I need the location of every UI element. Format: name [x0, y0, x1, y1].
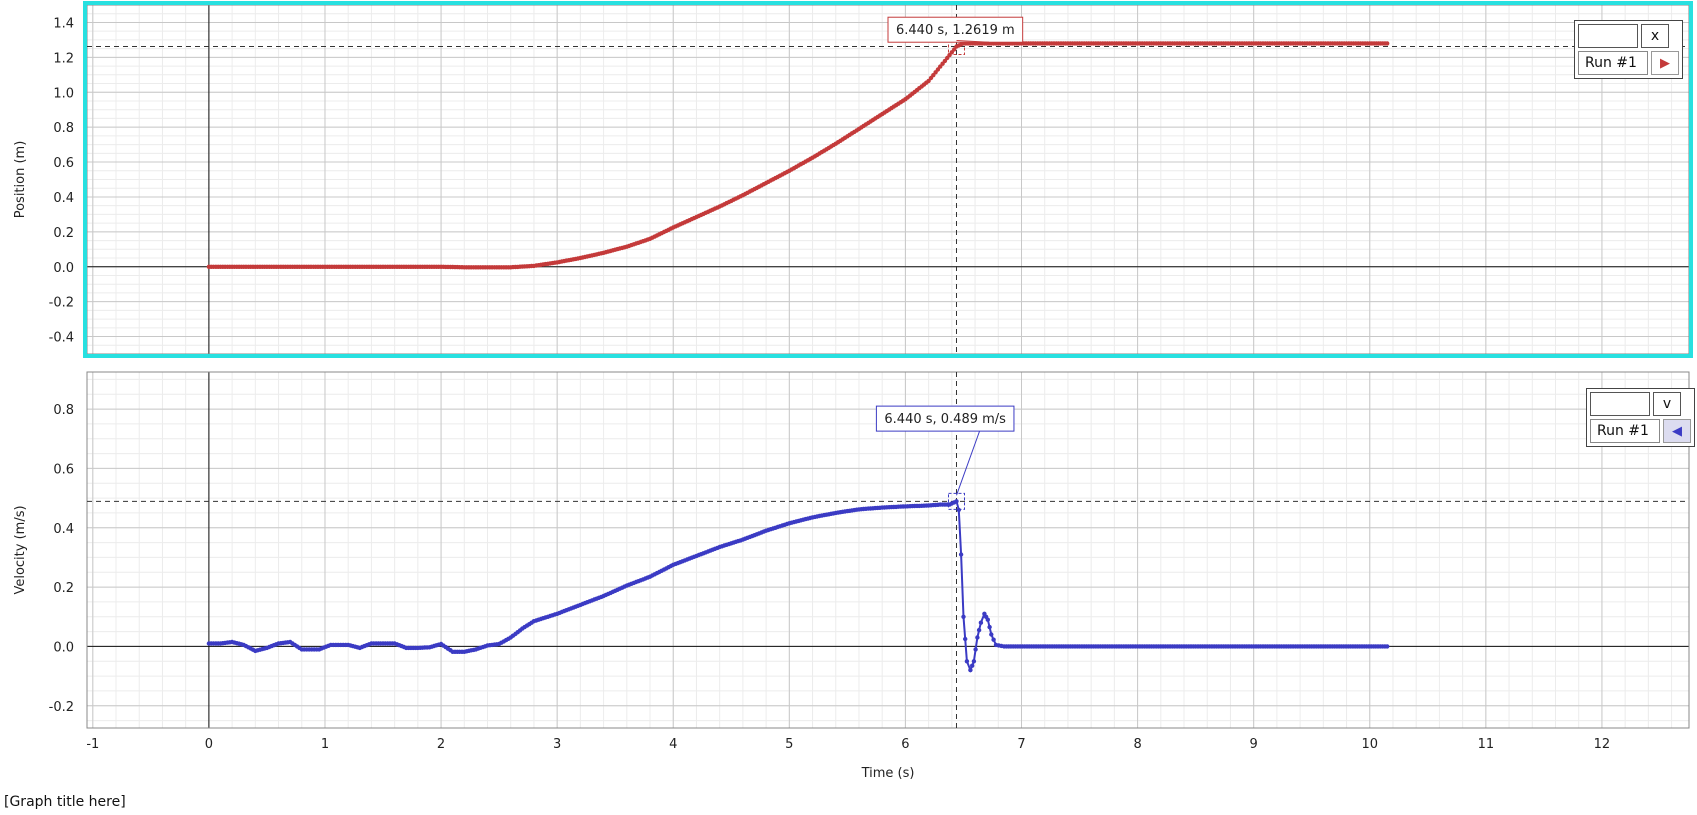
- y-tick-label: 0.6: [53, 462, 74, 477]
- data-point: [961, 614, 966, 619]
- y-tick-label: 0.8: [53, 403, 74, 418]
- data-point: [926, 78, 931, 84]
- data-point: [985, 617, 990, 622]
- y-tick-label: 0.6: [53, 156, 74, 171]
- annotation-box: [887, 16, 1024, 43]
- y-tick-label: 1.2: [53, 51, 74, 66]
- data-point: [978, 620, 984, 625]
- velocity-legend: v Run #1 ◀: [1586, 388, 1695, 447]
- x-axis-label: Time (s): [861, 766, 915, 781]
- y-tick-label: 0.4: [53, 522, 74, 537]
- x-tick-label: 6: [901, 737, 909, 752]
- y-axis-label: Position (m): [13, 141, 28, 219]
- data-point: [968, 667, 973, 673]
- data-point: [991, 637, 996, 642]
- data-point: [964, 659, 970, 664]
- legend-velocity-symbol[interactable]: v: [1653, 392, 1681, 416]
- x-tick-label: 10: [1361, 737, 1378, 752]
- x-tick-label: 5: [785, 737, 793, 752]
- annotation-leader: [956, 40, 990, 43]
- data-point: [938, 64, 943, 69]
- y-tick-label: -0.2: [49, 700, 74, 715]
- selection-highlight: [83, 1, 1693, 358]
- legend-position-symbol[interactable]: x: [1641, 24, 1669, 48]
- y-tick-label: 0.2: [53, 581, 74, 596]
- panel-1: -1 0 1 2 3 4 5 6 7 8 9 10 11 12-0.20.00.20.40.60.8Vel…: [13, 371, 1690, 781]
- legend-position-run[interactable]: Run #1: [1578, 51, 1648, 75]
- annotation-label: 6.440 s, 1.2619 m: [896, 23, 1015, 38]
- data-point: [975, 635, 980, 640]
- y-axis-label: Velocity (m/s): [13, 505, 28, 594]
- data-point: [989, 632, 994, 637]
- data-point: [949, 50, 954, 55]
- x-tick-label: 9: [1250, 737, 1258, 752]
- x-tick-label: 12: [1594, 737, 1611, 752]
- y-tick-label: -0.2: [49, 296, 74, 311]
- y-tick-label: 0.0: [53, 261, 74, 276]
- y-tick-label: 0.0: [53, 640, 74, 655]
- x-tick-label: 1: [321, 737, 329, 752]
- legend-velocity-run[interactable]: Run #1: [1590, 419, 1660, 443]
- data-point: [963, 636, 968, 642]
- x-tick-label: 11: [1478, 737, 1495, 752]
- x-tick-label: 3: [553, 737, 561, 752]
- data-point: [970, 663, 975, 668]
- data-point: [971, 659, 977, 664]
- x-tick-label: 8: [1133, 737, 1141, 752]
- legend-velocity-field[interactable]: [1590, 392, 1650, 416]
- reverse-play-icon[interactable]: ◀: [1663, 419, 1691, 443]
- data-point: [958, 552, 964, 557]
- annotation-marker: [947, 492, 965, 510]
- data-point: [1385, 41, 1390, 46]
- x-tick-label: 7: [1017, 737, 1025, 752]
- x-tick-label: 4: [669, 737, 677, 752]
- data-point: [976, 627, 982, 633]
- annotation-leader: [956, 430, 981, 496]
- x-tick-label: 2: [437, 737, 445, 752]
- play-icon[interactable]: ▶: [1651, 51, 1679, 75]
- legend-position-field[interactable]: [1578, 24, 1638, 48]
- y-tick-label: 0.2: [53, 226, 74, 241]
- data-point: [987, 624, 992, 630]
- y-tick-label: 0.8: [53, 121, 74, 136]
- x-tick-label: 0: [205, 737, 213, 752]
- data-point: [1385, 644, 1390, 649]
- y-tick-label: -0.4: [49, 331, 74, 346]
- annotation-box: [875, 405, 1015, 432]
- y-tick-label: 0.4: [53, 191, 74, 206]
- x-tick-label: -1: [86, 737, 99, 752]
- data-point: [973, 647, 978, 652]
- data-point: [956, 507, 961, 513]
- annotation-label: 6.440 s, 0.489 m/s: [884, 412, 1006, 427]
- plot-frame: [86, 371, 1690, 729]
- y-tick-label: 1.0: [53, 86, 74, 101]
- y-tick-label: 1.4: [53, 16, 74, 31]
- panel-0: -0.4 -0.2 0.0 0.2 0.4 0.6 0.8 1.0 1.2 1.4 Position…: [13, 1, 1693, 358]
- position-legend: x Run #1 ▶: [1574, 20, 1683, 79]
- graph-title[interactable]: [Graph title here]: [4, 794, 126, 810]
- data-point: [954, 499, 959, 504]
